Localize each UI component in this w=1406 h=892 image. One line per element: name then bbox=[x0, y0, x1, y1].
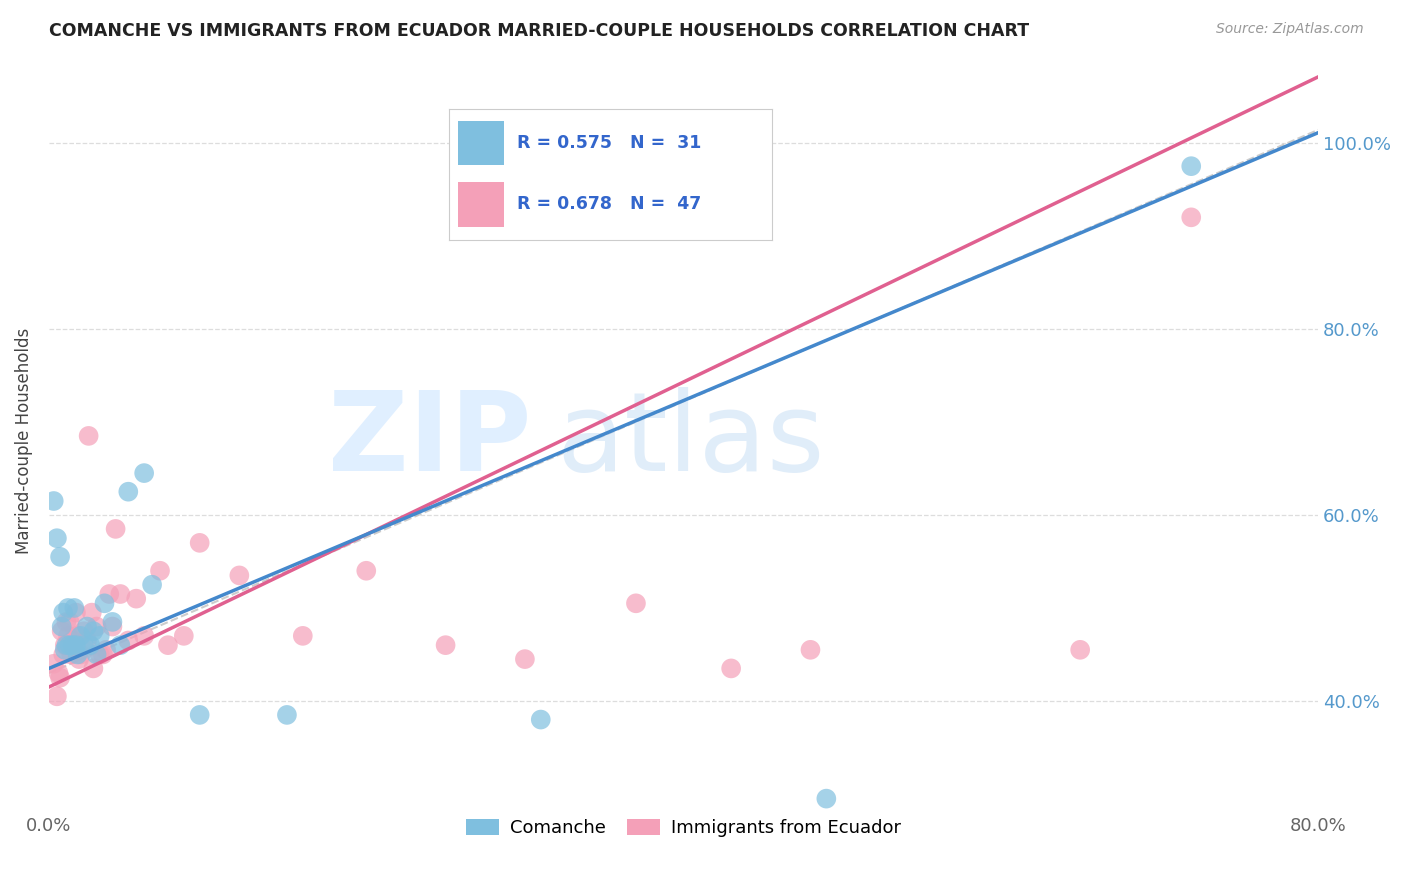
Point bbox=[53, 642, 76, 657]
Point bbox=[73, 638, 96, 652]
Point bbox=[52, 606, 75, 620]
Point bbox=[117, 633, 139, 648]
Point bbox=[624, 596, 647, 610]
Point bbox=[86, 619, 108, 633]
Point bbox=[104, 522, 127, 536]
Point bbox=[62, 633, 84, 648]
Point bbox=[799, 642, 821, 657]
Point bbox=[42, 657, 65, 671]
Point bbox=[76, 619, 98, 633]
Point bbox=[134, 629, 156, 643]
Point bbox=[56, 601, 79, 615]
Point bbox=[62, 638, 84, 652]
Point bbox=[63, 601, 86, 615]
Point bbox=[77, 429, 100, 443]
Point bbox=[173, 629, 195, 643]
Point bbox=[79, 638, 101, 652]
Point bbox=[93, 596, 115, 610]
Point bbox=[51, 624, 73, 639]
Y-axis label: Married-couple Households: Married-couple Households bbox=[15, 327, 32, 554]
Point bbox=[45, 531, 67, 545]
Point bbox=[58, 615, 80, 629]
Point bbox=[60, 648, 83, 662]
Point bbox=[45, 690, 67, 704]
Point bbox=[56, 629, 79, 643]
Point bbox=[55, 638, 77, 652]
Point bbox=[76, 633, 98, 648]
Point bbox=[188, 707, 211, 722]
Point bbox=[110, 587, 132, 601]
Point bbox=[110, 638, 132, 652]
Point bbox=[134, 466, 156, 480]
Point bbox=[65, 606, 87, 620]
Point bbox=[66, 629, 89, 643]
Point bbox=[1180, 159, 1202, 173]
Point bbox=[63, 638, 86, 652]
Point bbox=[188, 536, 211, 550]
Point bbox=[720, 661, 742, 675]
Point bbox=[815, 791, 838, 805]
Point bbox=[91, 648, 114, 662]
Point bbox=[65, 638, 87, 652]
Point bbox=[276, 707, 298, 722]
Point bbox=[291, 629, 314, 643]
Point bbox=[530, 713, 553, 727]
Point bbox=[49, 671, 72, 685]
Point bbox=[51, 619, 73, 633]
Point bbox=[89, 648, 111, 662]
Point bbox=[513, 652, 536, 666]
Point bbox=[58, 638, 80, 652]
Point bbox=[82, 661, 104, 675]
Point bbox=[156, 638, 179, 652]
Point bbox=[434, 638, 457, 652]
Point bbox=[86, 648, 108, 662]
Point bbox=[66, 648, 89, 662]
Point bbox=[48, 666, 70, 681]
Point bbox=[101, 619, 124, 633]
Point bbox=[69, 648, 91, 662]
Point bbox=[67, 652, 90, 666]
Point bbox=[80, 606, 103, 620]
Point bbox=[101, 615, 124, 629]
Point bbox=[55, 615, 77, 629]
Point bbox=[73, 624, 96, 639]
Point bbox=[149, 564, 172, 578]
Point bbox=[356, 564, 378, 578]
Point bbox=[125, 591, 148, 606]
Point bbox=[42, 494, 65, 508]
Text: ZIP: ZIP bbox=[328, 387, 531, 494]
Text: atlas: atlas bbox=[557, 387, 825, 494]
Text: Source: ZipAtlas.com: Source: ZipAtlas.com bbox=[1216, 22, 1364, 37]
Point bbox=[89, 629, 111, 643]
Point bbox=[228, 568, 250, 582]
Legend: Comanche, Immigrants from Ecuador: Comanche, Immigrants from Ecuador bbox=[460, 812, 908, 845]
Point bbox=[53, 638, 76, 652]
Point bbox=[69, 629, 91, 643]
Text: COMANCHE VS IMMIGRANTS FROM ECUADOR MARRIED-COUPLE HOUSEHOLDS CORRELATION CHART: COMANCHE VS IMMIGRANTS FROM ECUADOR MARR… bbox=[49, 22, 1029, 40]
Point bbox=[49, 549, 72, 564]
Point bbox=[98, 587, 121, 601]
Point bbox=[52, 648, 75, 662]
Point bbox=[1180, 211, 1202, 225]
Point bbox=[1069, 642, 1091, 657]
Point bbox=[117, 484, 139, 499]
Point bbox=[82, 624, 104, 639]
Point bbox=[141, 577, 163, 591]
Point bbox=[94, 642, 117, 657]
